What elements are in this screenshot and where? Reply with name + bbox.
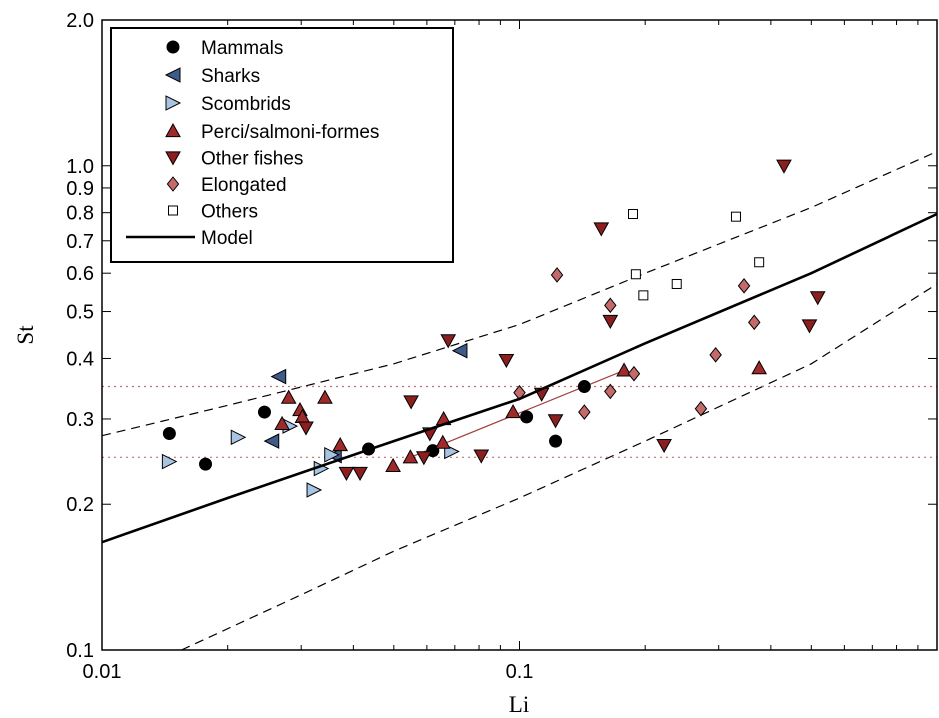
- y-tick-label: 2.0: [66, 10, 94, 32]
- perci-salmoni-formes-point: [280, 389, 297, 404]
- axis-ticks: 0.010.110.10.20.30.40.50.60.70.80.91.02.…: [66, 10, 938, 683]
- others-point: [630, 269, 641, 280]
- sharks-point: [270, 368, 287, 385]
- y-tick-label: 0.6: [66, 263, 94, 285]
- other-fishes-point: [602, 314, 619, 330]
- elongated-point: [604, 383, 617, 400]
- mammals-point: [520, 410, 534, 424]
- x-axis-label: Li: [509, 692, 529, 717]
- elongated-point: [627, 365, 641, 382]
- y-tick-label: 0.9: [66, 178, 94, 200]
- other-fishes-point: [593, 222, 610, 237]
- legend-box: [110, 27, 454, 263]
- mammals-point: [199, 457, 213, 471]
- others-point: [754, 257, 765, 268]
- others-point: [627, 209, 638, 220]
- scombrids-point: [230, 429, 247, 446]
- mammals-point: [162, 426, 176, 440]
- other-fishes-point: [498, 353, 515, 369]
- perci-salmoni-formes-point: [402, 449, 419, 464]
- legend-label-mammals: Mammals: [201, 38, 283, 59]
- legend-swatch-elongated: [166, 176, 180, 192]
- other-fishes-point: [809, 291, 826, 306]
- other-fishes-point: [547, 414, 564, 429]
- legend-label-elongated: Elongated: [201, 175, 287, 196]
- other-fishes-point: [415, 451, 432, 466]
- mammals-point: [577, 380, 591, 394]
- other-fishes-point: [440, 334, 457, 349]
- sharks-point: [451, 342, 468, 359]
- perci-salmoni-formes-point: [751, 360, 768, 375]
- perci-salmoni-formes-point: [616, 362, 632, 377]
- elongated-point: [694, 400, 708, 417]
- others-point: [730, 211, 741, 222]
- legend-swatch-perci-salmoni-formes: [165, 122, 181, 138]
- legend-label-model: Model: [201, 228, 253, 249]
- mammals-point: [257, 405, 271, 419]
- elongated-point: [709, 347, 722, 363]
- legend-swatch-mammals: [166, 40, 180, 54]
- elongated-point: [737, 278, 751, 294]
- legend-swatch-others: [168, 205, 178, 216]
- y-tick-label: 0.4: [66, 348, 94, 370]
- other-fishes-point: [656, 438, 672, 454]
- other-fishes-point: [776, 159, 792, 174]
- x-tick-label: 0.01: [83, 661, 122, 683]
- reference-line-dashed: [181, 283, 937, 650]
- mammals-point: [549, 434, 563, 448]
- series-layer: [102, 159, 937, 544]
- elongated-point: [578, 404, 591, 420]
- legend: Mammals Sharks Scombrids Perci/salmoni-form…: [110, 27, 454, 263]
- sharks-point: [263, 433, 280, 449]
- legend-label-sharks: Sharks: [201, 66, 260, 87]
- legend-label-perci-salmoni-formes: Perci/salmoni-formes: [201, 122, 379, 143]
- y-tick-label: 0.2: [66, 494, 94, 516]
- elongated-point: [550, 267, 564, 283]
- legend-swatch-other-fishes: [165, 151, 181, 166]
- perci-salmoni-formes-point: [274, 415, 290, 431]
- elongated-point: [604, 297, 617, 314]
- other-fishes-point: [352, 466, 368, 482]
- model-line: [102, 212, 937, 544]
- x-tick-label: 0.1: [506, 661, 534, 683]
- y-tick-label: 1.0: [66, 156, 94, 178]
- legend-label-other-fishes: Other fishes: [201, 149, 303, 170]
- y-tick-label: 0.7: [66, 231, 94, 253]
- y-tick-label: 0.1: [66, 640, 94, 662]
- perci-salmoni-formes-point: [505, 404, 521, 419]
- elongated-point: [748, 314, 761, 331]
- other-fishes-point: [403, 395, 419, 410]
- y-tick-label: 0.3: [66, 409, 94, 431]
- legend-swatch-sharks: [164, 67, 181, 83]
- perci-salmoni-formes-point: [317, 389, 333, 404]
- others-point: [671, 278, 682, 289]
- perci-salmoni-formes-point: [332, 437, 349, 452]
- y-tick-label: 0.5: [66, 302, 94, 324]
- legend-label-others: Others: [201, 202, 258, 223]
- other-fishes-point: [338, 466, 355, 482]
- scombrids-point: [306, 482, 323, 498]
- other-fishes-point: [298, 421, 314, 436]
- y-axis-label: St: [13, 325, 38, 345]
- other-fishes-point: [801, 319, 818, 334]
- other-fishes-point: [473, 449, 490, 464]
- y-tick-label: 0.8: [66, 203, 94, 225]
- legend-label-scombrids: Scombrids: [201, 94, 291, 115]
- scombrids-point: [324, 446, 340, 463]
- legend-swatch-scombrids: [165, 95, 182, 111]
- perci-salmoni-formes-point: [385, 457, 401, 472]
- others-point: [638, 290, 649, 301]
- perci-salmoni-formes-point: [434, 434, 451, 449]
- scombrids-point: [161, 453, 178, 470]
